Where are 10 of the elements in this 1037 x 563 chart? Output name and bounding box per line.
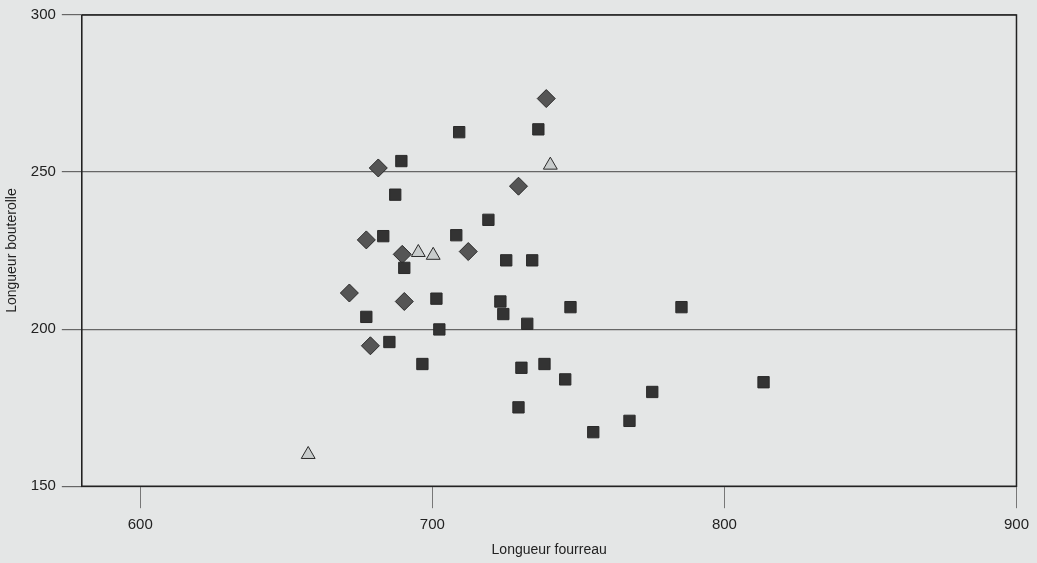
y-tick-label: 300: [30, 5, 56, 23]
y-tick-label: 150: [30, 476, 56, 494]
y-tick-label: 200: [30, 319, 56, 337]
y-tick-label: 250: [30, 162, 56, 180]
x-tick-label: 800: [711, 515, 737, 533]
x-tick-label: 600: [127, 515, 153, 533]
x-axis-title: Longueur fourreau: [491, 541, 607, 558]
y-axis-title: Longueur bouterolle: [3, 188, 20, 313]
x-tick-label: 700: [419, 515, 445, 533]
x-tick-label: 900: [1003, 515, 1029, 533]
